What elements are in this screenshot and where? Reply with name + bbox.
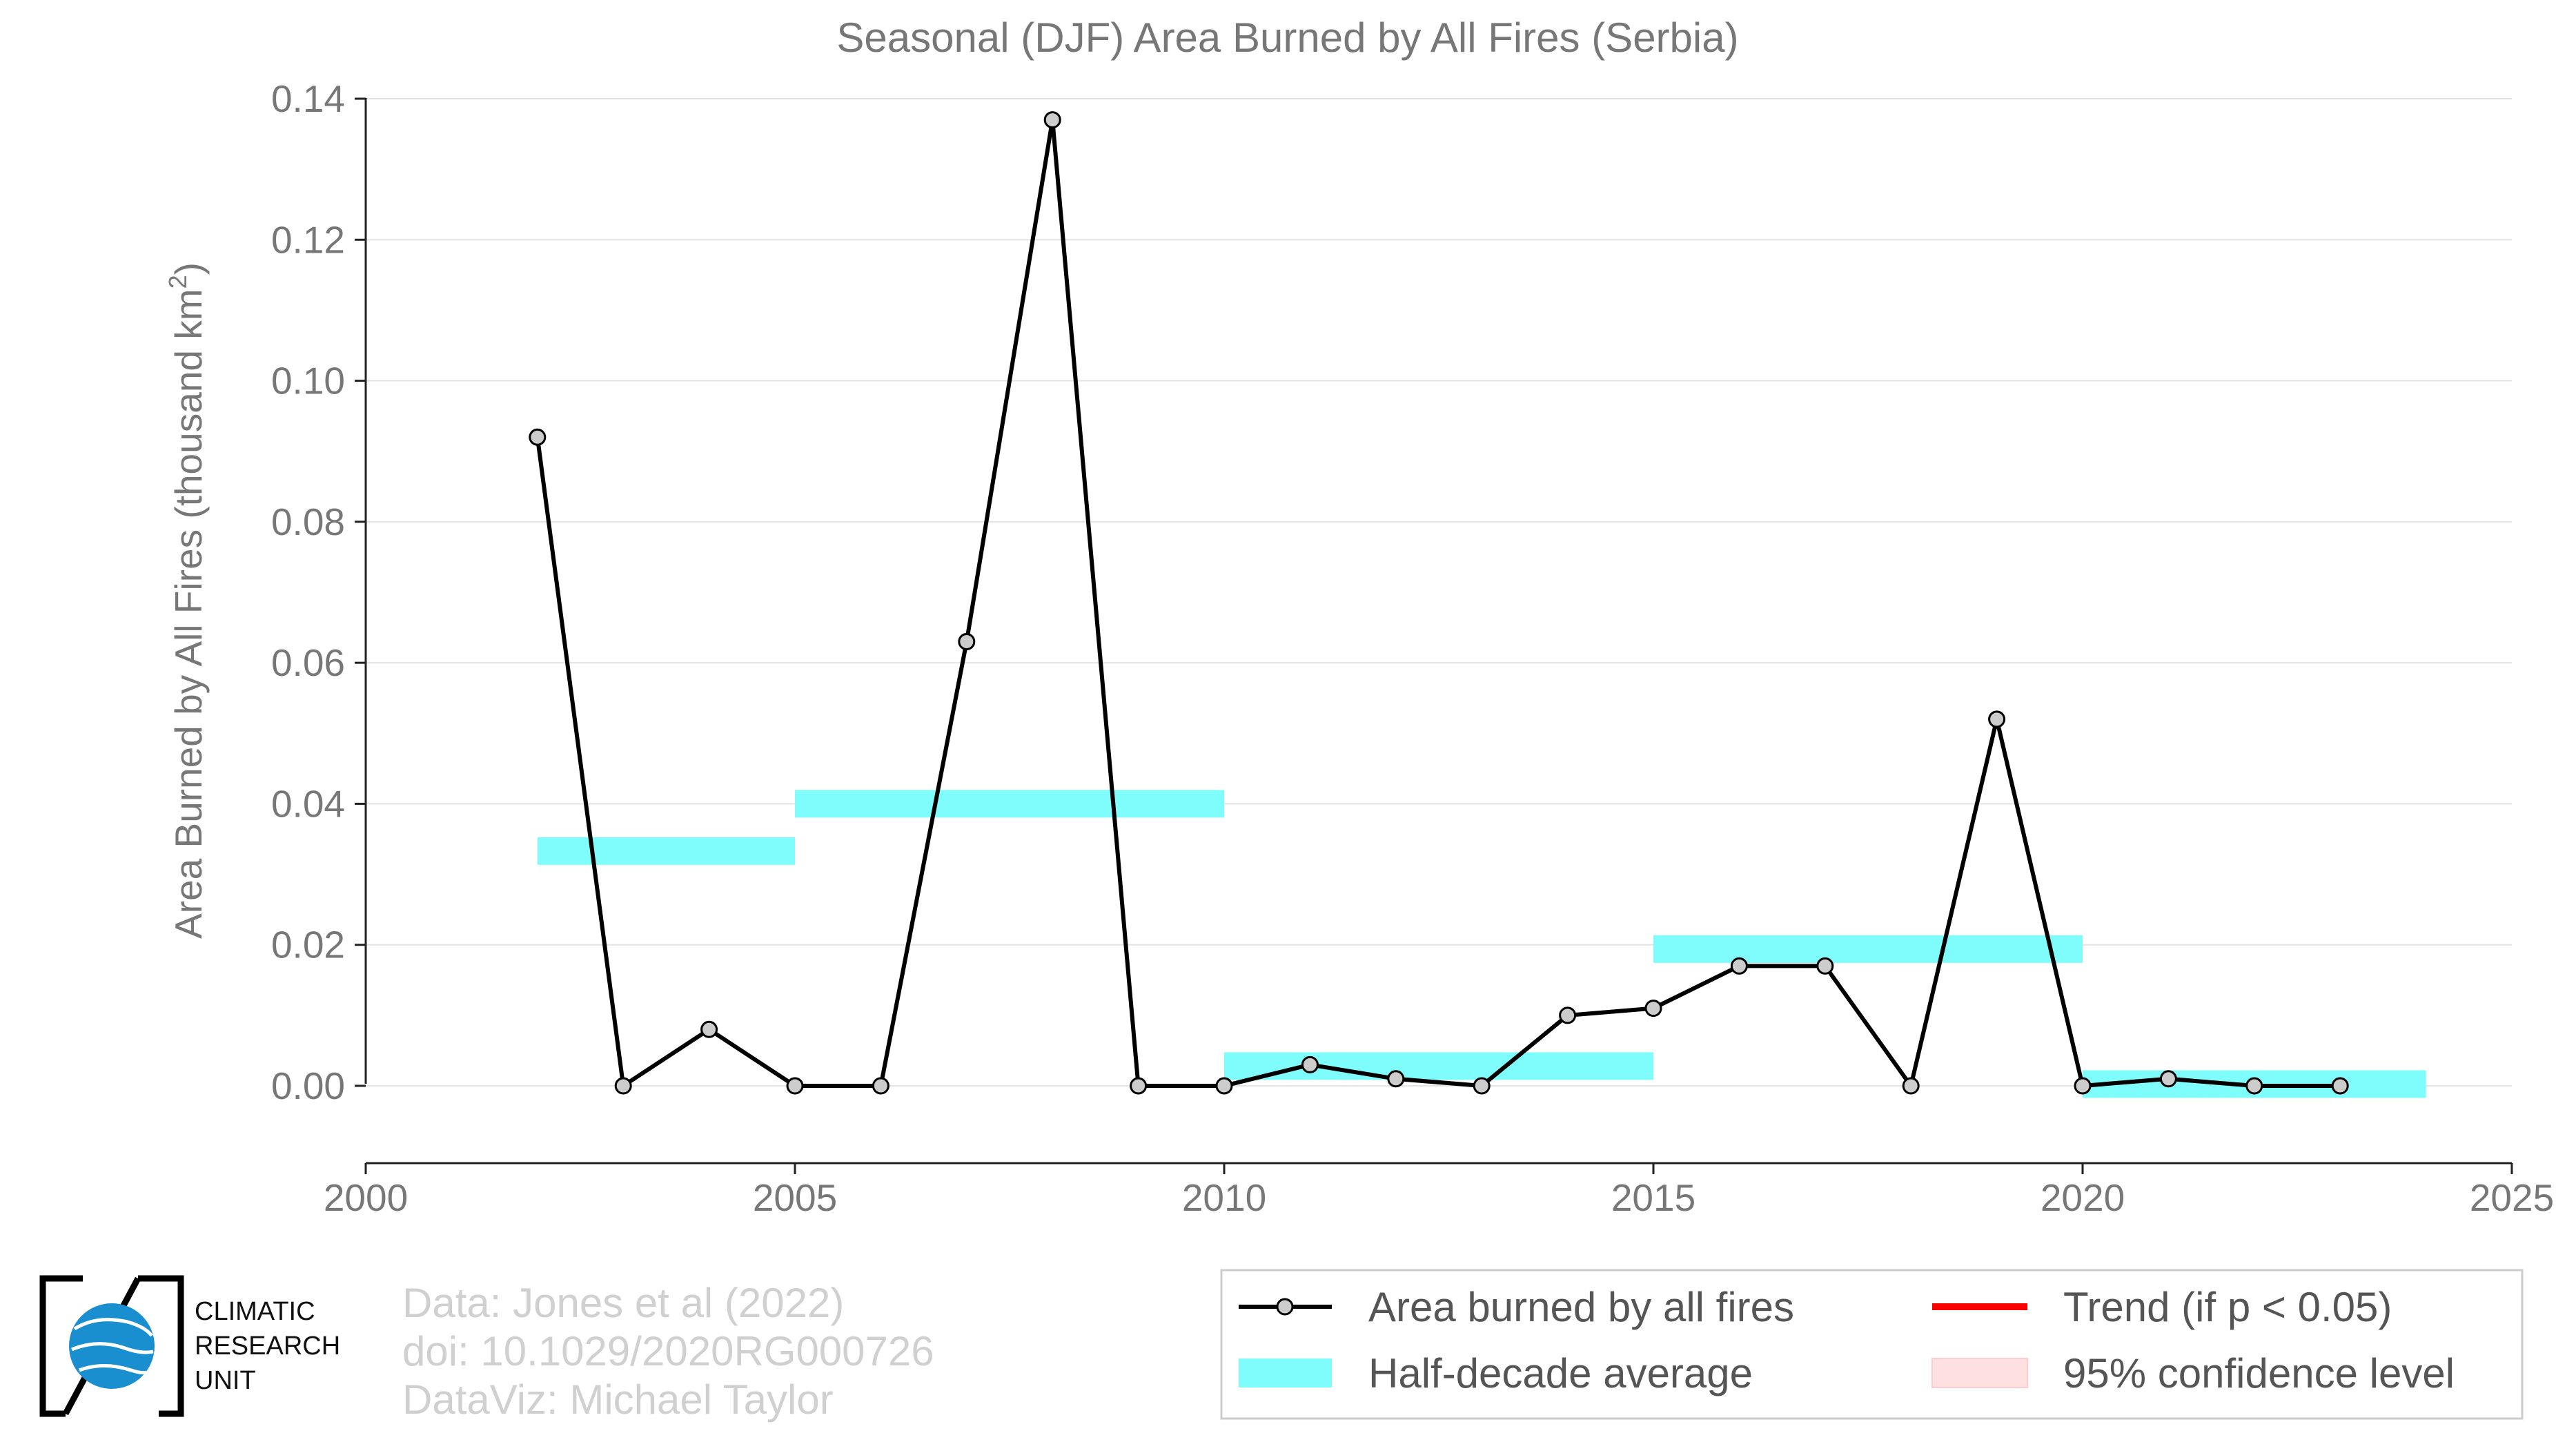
data-point-2015 <box>1644 1000 1662 1017</box>
half-decade-bars <box>537 790 2426 1098</box>
y-tick-label-5: 0.10 <box>271 360 345 402</box>
data-point-2007 <box>958 633 976 650</box>
logo-text-research: RESEARCH <box>195 1332 340 1361</box>
globe-wave-1 <box>73 1318 153 1337</box>
data-point-2005 <box>786 1077 804 1095</box>
legend-ci-swatch <box>1931 1358 2028 1388</box>
credit-data: Data: Jones et al (2022) <box>402 1280 844 1326</box>
data-point-2002 <box>529 428 547 446</box>
legend-item-trend: Trend (if p < 0.05) <box>1932 1284 2392 1330</box>
half-decade-bar-1 <box>795 790 1224 818</box>
logo-text-climatic: CLIMATIC <box>195 1297 315 1326</box>
data-points <box>529 111 2349 1095</box>
x-ticks: 2000 2005 2010 2015 2020 2025 <box>324 1163 2554 1219</box>
x-tick-label-4: 2020 <box>2041 1176 2125 1219</box>
half-decade-bar-0 <box>537 837 795 865</box>
y-tick-label-7: 0.14 <box>271 77 345 120</box>
data-point-2021 <box>2159 1070 2177 1088</box>
data-point-2020 <box>2074 1077 2092 1095</box>
globe-wave-3 <box>79 1364 147 1375</box>
data-point-2019 <box>1988 710 2006 728</box>
data-point-2023 <box>2331 1077 2349 1095</box>
legend-item-half-decade: Half-decade average <box>1239 1350 1753 1396</box>
legend-box <box>1220 1269 2524 1420</box>
credit-doi: doi: 10.1029/2020RG000726 <box>402 1328 934 1374</box>
logo-text-unit: UNIT <box>195 1366 256 1395</box>
data-point-2016 <box>1730 957 1748 975</box>
y-tick-label-1: 0.02 <box>271 924 345 966</box>
data-point-2012 <box>1387 1070 1405 1088</box>
y-tick-label-2: 0.04 <box>271 782 345 825</box>
legend-item-area: Area burned by all fires <box>1239 1284 1794 1330</box>
data-point-2008 <box>1043 111 1061 129</box>
legend-label-area: Area burned by all fires <box>1368 1284 1794 1330</box>
y-axis-label: Area Burned by All Fires (thousand km2) <box>164 262 210 939</box>
data-point-2014 <box>1559 1006 1577 1024</box>
half-decade-bar-3 <box>1653 935 2083 963</box>
y-tick-label-6: 0.12 <box>271 218 345 261</box>
y-tick-label-0: 0.00 <box>271 1064 345 1107</box>
data-series <box>535 117 2341 1088</box>
logo-bracket-left <box>39 1275 83 1417</box>
series-line-area-burned <box>535 117 2341 1088</box>
x-tick-label-5: 2025 <box>2470 1176 2554 1219</box>
legend-label-trend: Trend (if p < 0.05) <box>2063 1284 2392 1330</box>
gridlines <box>366 98 2512 1087</box>
credit-dataviz: DataViz: Michael Taylor <box>402 1376 834 1423</box>
legend-label-ci: 95% confidence level <box>2063 1350 2455 1396</box>
cru-logo: CLIMATIC RESEARCH UNIT <box>39 1275 340 1417</box>
data-point-2011 <box>1301 1055 1319 1073</box>
x-tick-label-3: 2015 <box>1611 1176 1695 1219</box>
legend-label-half-decade: Half-decade average <box>1368 1350 1753 1396</box>
data-point-2017 <box>1816 957 1834 975</box>
legend-item-ci: 95% confidence level <box>1931 1350 2455 1396</box>
x-tick-label-0: 2000 <box>324 1176 408 1219</box>
data-point-2018 <box>1902 1077 1920 1095</box>
y-tick-label-4: 0.08 <box>271 500 345 543</box>
logo-bracket-right <box>138 1275 184 1417</box>
legend-half-decade-swatch <box>1239 1359 1332 1387</box>
globe-wave-2 <box>71 1342 154 1354</box>
chart-title: Seasonal (DJF) Area Burned by All Fires … <box>836 14 1738 61</box>
x-tick-label-2: 2010 <box>1182 1176 1266 1219</box>
data-point-2013 <box>1473 1077 1491 1095</box>
x-tick-label-1: 2005 <box>753 1176 837 1219</box>
data-point-2009 <box>1130 1077 1148 1095</box>
data-point-2003 <box>614 1077 632 1095</box>
y-ticks: 0.00 0.02 0.04 0.06 0.08 0.10 0.12 0.14 <box>271 77 366 1107</box>
half-decade-bar-2 <box>1224 1052 1653 1080</box>
data-point-2004 <box>700 1020 718 1038</box>
data-point-2006 <box>872 1077 889 1095</box>
legend-marker-swatch <box>1276 1298 1294 1316</box>
data-point-2022 <box>2245 1077 2263 1095</box>
data-point-2010 <box>1215 1077 1233 1095</box>
y-tick-label-3: 0.06 <box>271 641 345 684</box>
